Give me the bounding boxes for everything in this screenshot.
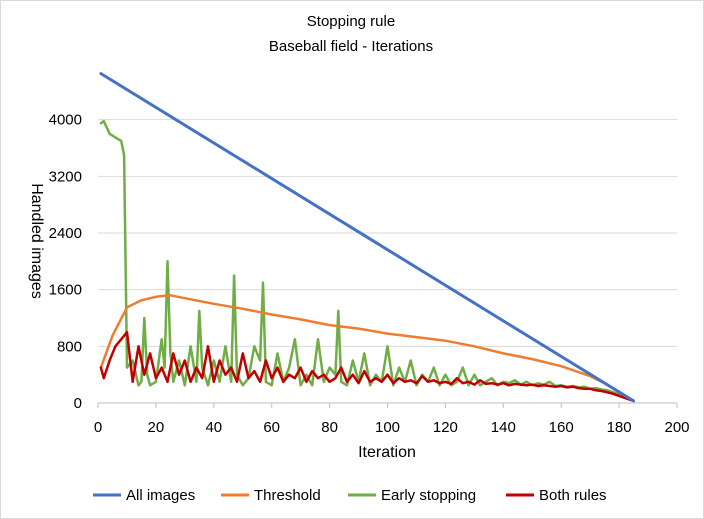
series-lines: [99, 72, 636, 403]
x-tick-label: 140: [491, 419, 516, 436]
x-tick-label: 0: [94, 419, 102, 436]
y-tick-label: 800: [57, 338, 82, 355]
series-line-threshold: [99, 294, 635, 403]
chart-subtitle: Baseball field - Iterations: [269, 38, 433, 55]
x-tick-label: 60: [263, 419, 280, 436]
x-tick-label: 200: [664, 419, 689, 436]
legend: All images Threshold Early stopping Both ru…: [93, 487, 607, 504]
x-tick-label: 40: [205, 419, 222, 436]
x-tick-label: 80: [321, 419, 338, 436]
y-tick-label: 4000: [49, 112, 82, 129]
gridlines: [97, 119, 678, 408]
y-tick-label: 1600: [49, 282, 82, 299]
series-line-all-images: [99, 72, 636, 403]
series-line-both-rules: [99, 330, 635, 403]
legend-label: All images: [126, 487, 195, 504]
legend-label: Threshold: [254, 487, 321, 504]
y-axis-title: Handled images: [28, 183, 45, 299]
x-tick-label: 100: [375, 419, 400, 436]
y-tick-label: 2400: [49, 225, 82, 242]
chart-title: Stopping rule: [307, 13, 395, 30]
y-tick-label: 3200: [49, 168, 82, 185]
x-axis-title: Iteration: [358, 444, 416, 461]
x-tick-label: 160: [549, 419, 574, 436]
y-tick-labels: 0 800 1600 2400 3200 4000: [49, 112, 82, 412]
x-tick-label: 180: [607, 419, 632, 436]
legend-label: Both rules: [539, 487, 607, 504]
series-line-early-stopping: [99, 119, 635, 403]
x-tick-label: 20: [148, 419, 165, 436]
y-tick-label: 0: [74, 395, 82, 412]
x-tick-labels: 0 20 40 60 80 100 120 140 160 180 200: [94, 419, 690, 436]
x-tick-label: 120: [433, 419, 458, 436]
legend-label: Early stopping: [381, 487, 476, 504]
